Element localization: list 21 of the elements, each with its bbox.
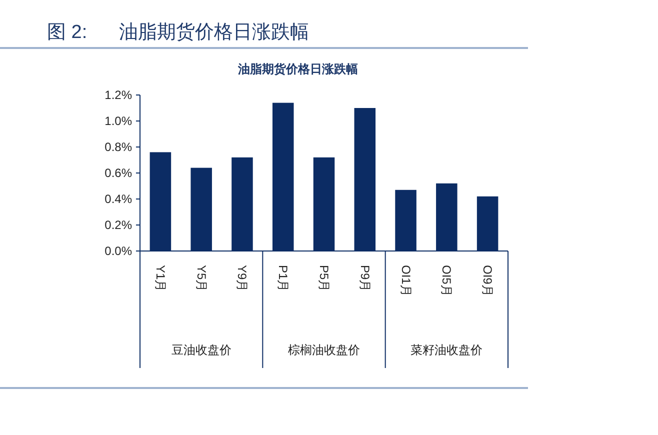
x-tick-label: P5月 xyxy=(317,265,331,292)
x-tick-label: P9月 xyxy=(358,265,372,292)
x-tick-label: Y1月 xyxy=(153,265,168,292)
y-tick-label: 0.2% xyxy=(104,218,132,232)
chart-subtitle: 油脂期货价格日涨跌幅 xyxy=(237,62,358,76)
x-tick-label: Y5月 xyxy=(194,265,208,292)
x-tick-label: P1月 xyxy=(276,265,290,292)
x-tick-label: Y9月 xyxy=(235,265,250,292)
chart-title: 图 2: 油脂期货价格日涨跌幅 xyxy=(47,22,309,43)
y-tick-label: 0.8% xyxy=(104,140,132,154)
y-tick-label: 0.6% xyxy=(104,166,132,180)
y-tick-label: 1.2% xyxy=(104,88,132,102)
y-tick-label: 1.0% xyxy=(104,114,132,128)
x-tick-label: OI9月 xyxy=(480,265,495,296)
x-tick-label: OI5月 xyxy=(440,265,454,296)
x-tick-label: OI1月 xyxy=(398,265,413,296)
text: 棕榈油收盘价 xyxy=(288,343,360,357)
y-tick-label: 0.0% xyxy=(104,244,132,258)
text: 豆油收盘价 xyxy=(171,343,232,357)
text: 菜籽油收盘价 xyxy=(410,343,483,357)
y-tick-label: 0.4% xyxy=(104,192,132,206)
